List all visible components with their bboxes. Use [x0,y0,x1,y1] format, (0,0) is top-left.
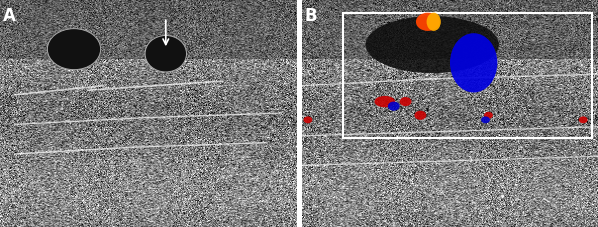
Text: B: B [305,7,318,25]
Ellipse shape [399,98,411,107]
Ellipse shape [303,117,312,124]
Ellipse shape [450,34,498,93]
Ellipse shape [414,111,426,120]
Ellipse shape [47,30,100,70]
Ellipse shape [388,102,399,111]
Ellipse shape [481,117,490,124]
Ellipse shape [484,112,493,119]
Bar [343,14,592,138]
Ellipse shape [426,14,441,32]
Ellipse shape [145,36,187,73]
Text: A: A [3,7,16,25]
Ellipse shape [416,14,440,32]
Ellipse shape [374,96,395,108]
Ellipse shape [365,17,499,74]
Ellipse shape [579,117,588,124]
